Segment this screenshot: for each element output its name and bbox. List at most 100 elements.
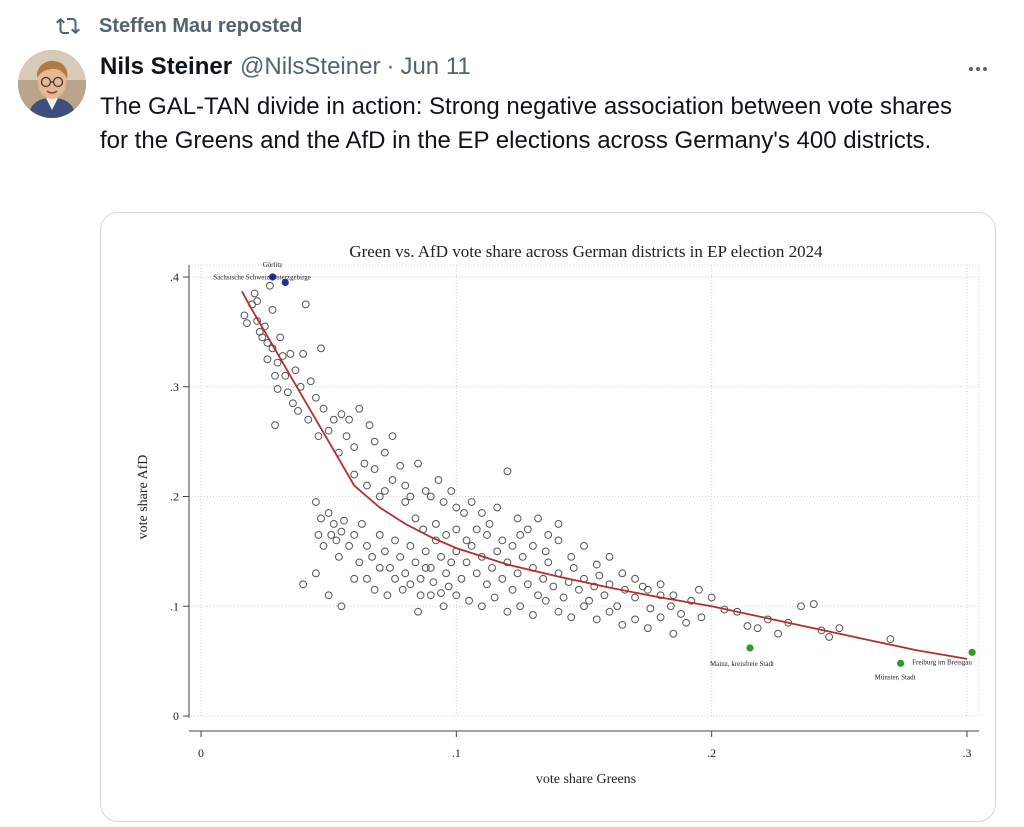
data-point <box>549 582 558 591</box>
data-point <box>363 481 371 490</box>
chart-grid <box>188 264 980 718</box>
data-point <box>695 585 703 594</box>
data-point <box>350 531 359 539</box>
data-point <box>355 558 364 567</box>
data-point <box>432 520 440 528</box>
data-point <box>656 613 665 622</box>
data-point <box>317 344 325 353</box>
data-point <box>477 509 486 517</box>
tweet-media[interactable]: Green vs. AfD vote share across German d… <box>100 212 996 822</box>
data-point <box>677 610 685 618</box>
data-point <box>523 525 532 534</box>
data-point <box>380 547 389 556</box>
chart-ticks: 0 .1 .2 .3 .4 0 .1 .2 .3 <box>170 270 972 760</box>
data-point <box>534 514 542 523</box>
data-point <box>299 349 308 358</box>
data-point <box>380 448 389 457</box>
data-point <box>595 571 604 580</box>
chart-axes <box>183 265 979 737</box>
data-point <box>529 541 537 550</box>
data-point <box>485 520 494 528</box>
repost-icon <box>56 17 80 35</box>
scatter-chart: Green vs. AfD vote share across German d… <box>136 242 980 787</box>
data-point <box>370 465 379 473</box>
data-point <box>638 582 647 591</box>
data-point <box>508 541 517 550</box>
data-point <box>493 547 502 556</box>
data-point <box>513 514 522 523</box>
data-point <box>600 591 609 600</box>
data-point <box>457 574 466 583</box>
data-point <box>574 585 583 594</box>
data-point <box>835 624 844 633</box>
data-point <box>442 569 451 578</box>
more-icon[interactable] <box>958 56 998 82</box>
data-point <box>809 600 818 608</box>
point-annotation: Sächsische Schweiz-Osterzgebirge <box>213 273 311 281</box>
data-point <box>605 607 614 616</box>
avatar[interactable] <box>18 50 86 118</box>
data-point <box>319 541 328 550</box>
data-point <box>370 585 379 594</box>
data-point <box>567 613 576 622</box>
data-point <box>317 514 325 523</box>
data-point <box>618 621 627 629</box>
data-point <box>306 377 315 386</box>
data-point <box>444 582 453 591</box>
data-point <box>299 580 308 589</box>
data-point <box>291 366 300 375</box>
data-point <box>544 531 553 539</box>
data-point <box>365 421 374 430</box>
data-point <box>590 582 599 591</box>
data-point <box>554 536 563 545</box>
point-annotation: Münster, Stadt <box>875 673 916 681</box>
data-point <box>493 503 502 512</box>
data-point <box>332 536 341 545</box>
data-point <box>585 596 594 605</box>
data-point <box>380 487 389 495</box>
data-point <box>439 498 448 506</box>
chart-points <box>240 281 895 644</box>
data-point <box>294 406 302 415</box>
tweet-date[interactable]: Jun 11 <box>400 53 471 80</box>
tweet-header: Nils Steiner @NilsSteiner · Jun 11 <box>100 53 471 81</box>
author-handle[interactable]: @NilsSteiner <box>240 53 381 80</box>
data-point <box>592 615 601 624</box>
data-point <box>541 547 550 556</box>
data-point <box>388 432 397 441</box>
y-tick-label: .2 <box>170 490 179 504</box>
data-point <box>355 404 364 413</box>
y-tick-label: .3 <box>170 380 179 394</box>
data-point <box>490 593 499 602</box>
data-point <box>271 371 279 380</box>
data-point <box>682 618 691 627</box>
data-point <box>421 563 430 572</box>
data-point <box>488 563 496 572</box>
data-point <box>342 432 351 441</box>
data-point <box>567 552 576 561</box>
highlighted-point <box>281 278 289 287</box>
y-tick-label: .4 <box>170 270 179 284</box>
data-point <box>529 611 537 619</box>
data-point <box>483 531 491 539</box>
data-point <box>426 492 435 501</box>
data-point <box>442 531 451 539</box>
data-point <box>286 349 295 358</box>
data-point <box>643 585 652 594</box>
data-point <box>421 547 430 556</box>
x-axis-label: vote share Greens <box>536 772 636 787</box>
more-dot <box>969 67 973 71</box>
avatar-image <box>18 50 86 118</box>
author-name[interactable]: Nils Steiner <box>100 53 233 80</box>
data-point <box>477 602 486 611</box>
tweet-text: The GAL-TAN divide in action: Strong neg… <box>100 93 953 154</box>
repost-header[interactable]: Steffen Mau reposted <box>55 14 302 38</box>
data-point <box>414 459 422 468</box>
data-point <box>368 552 376 561</box>
data-point <box>350 574 359 583</box>
data-point <box>554 607 563 616</box>
data-point <box>498 574 507 583</box>
data-point <box>340 516 348 525</box>
data-point <box>554 520 563 528</box>
data-point <box>363 574 371 583</box>
